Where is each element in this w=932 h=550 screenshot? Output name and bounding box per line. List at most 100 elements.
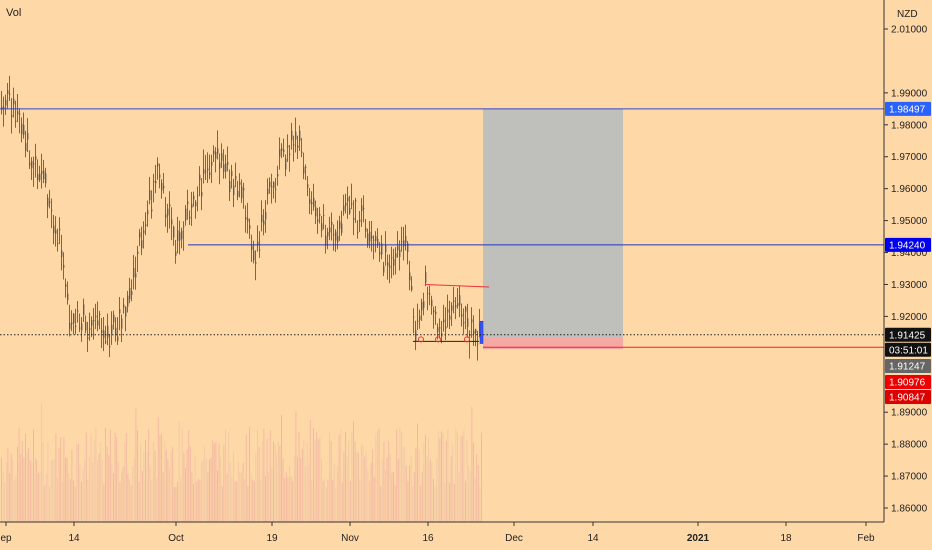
volume-bar	[233, 451, 234, 522]
candle-body	[77, 310, 79, 312]
candle-body	[303, 166, 305, 174]
volume-bar	[197, 478, 199, 522]
candle-body	[207, 168, 209, 171]
volume-bar	[220, 457, 222, 522]
candle-body	[265, 211, 267, 220]
volume-bar	[338, 434, 340, 522]
volume-bar	[188, 430, 190, 522]
volume-bar	[129, 479, 130, 522]
volume-bar	[356, 452, 358, 522]
volume-bar	[381, 458, 383, 522]
volume-bar	[156, 478, 158, 522]
volume-bar	[325, 486, 327, 522]
candle-body	[251, 245, 253, 250]
volume-bar	[210, 457, 212, 522]
volume-bar	[250, 473, 252, 522]
candle-body	[43, 170, 45, 180]
candle-body	[175, 251, 177, 257]
volume-bar	[76, 442, 78, 522]
candle-body	[83, 304, 85, 316]
candle-body	[29, 162, 31, 166]
volume-bar	[181, 427, 183, 522]
price-axis-background	[884, 0, 932, 550]
candle-body	[343, 205, 345, 212]
candle-body	[183, 226, 185, 228]
candle-body	[293, 144, 295, 146]
candle-body	[279, 149, 281, 157]
candle-body	[135, 273, 137, 278]
volume-bar	[228, 432, 230, 522]
volume-bar	[261, 441, 263, 522]
volume-bar	[418, 449, 420, 522]
candle-body	[385, 245, 387, 253]
volume-bar	[437, 430, 439, 522]
candle-body	[73, 314, 75, 323]
candle-body	[203, 169, 205, 174]
candle-body	[409, 272, 411, 281]
candle-body	[33, 163, 35, 165]
volume-bar	[309, 419, 311, 522]
candle-body	[347, 197, 349, 202]
volume-bar	[148, 429, 150, 522]
volume-bar	[346, 456, 348, 522]
candle-body	[379, 252, 381, 255]
level-price-label-bg	[885, 237, 931, 252]
touch-point-marker	[418, 336, 424, 343]
price-tick-label: 1.89000	[891, 408, 928, 419]
volume-bar	[353, 421, 354, 522]
volume-bar	[409, 466, 410, 522]
volume-bar	[170, 452, 172, 522]
volume-bar	[378, 428, 380, 522]
volume-bar	[357, 452, 359, 522]
price-tick-label: 1.88000	[891, 440, 928, 451]
candle-body	[329, 227, 331, 233]
volume-bar	[268, 472, 270, 522]
volume-bar	[319, 436, 321, 522]
candle-body	[301, 151, 303, 153]
volume-bar	[65, 457, 66, 522]
volume-bar	[252, 479, 254, 522]
candle-body	[479, 323, 481, 333]
volume-bar	[60, 437, 62, 522]
volume-bar	[237, 461, 239, 522]
candle-body	[243, 188, 245, 191]
volume-bar	[212, 440, 214, 522]
volume-bar	[284, 478, 286, 522]
level-price-label-bg	[885, 101, 931, 116]
candle-body	[119, 309, 121, 314]
candle-body	[285, 158, 287, 170]
price-tick-label: 1.95000	[891, 216, 928, 227]
volume-bar	[61, 482, 63, 522]
candle-body	[137, 251, 139, 254]
volume-bar	[74, 486, 76, 522]
current-price-label-bg	[885, 327, 931, 342]
candle-body	[241, 186, 243, 199]
volume-bar	[450, 456, 452, 522]
volume-bar	[324, 479, 326, 522]
volume-bar	[413, 472, 415, 522]
candle-body	[467, 318, 469, 327]
volume-bar	[359, 478, 361, 522]
volume-bar	[73, 480, 74, 522]
volume-bar	[287, 477, 289, 522]
volume-bar	[394, 485, 396, 522]
volume-bar	[273, 441, 274, 522]
volume-bar	[257, 430, 258, 522]
candle-body	[325, 235, 327, 246]
candle-body	[157, 163, 159, 167]
volume-bar	[436, 458, 438, 522]
candle-body	[429, 293, 431, 295]
candle-body	[245, 217, 247, 220]
candle-body	[259, 249, 261, 251]
volume-bar	[169, 468, 170, 522]
volume-bar	[69, 478, 71, 522]
volume-bar	[209, 459, 210, 522]
candle-body	[41, 170, 43, 174]
volume-bar	[162, 472, 164, 522]
volume-bar	[10, 453, 12, 522]
volume-bar	[431, 461, 433, 522]
candle-body	[165, 214, 167, 218]
volume-bar	[39, 470, 41, 522]
